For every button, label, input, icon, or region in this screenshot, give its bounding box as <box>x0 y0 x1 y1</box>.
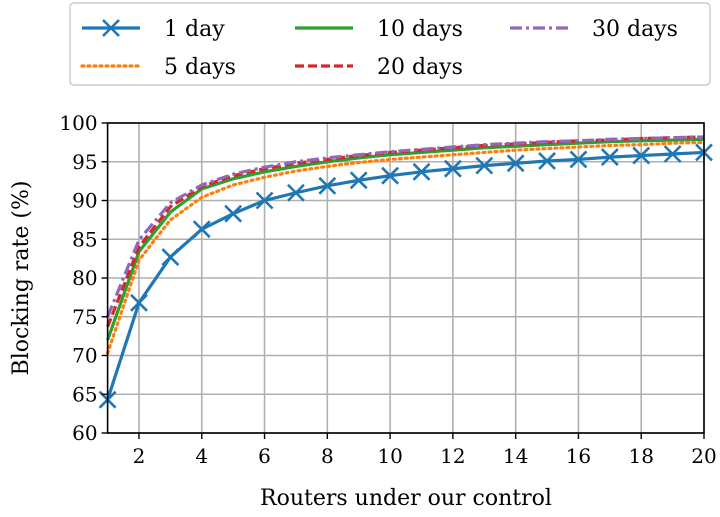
legend-label: 5 days <box>164 55 236 80</box>
y-axis-label: Blocking rate (%) <box>9 181 34 376</box>
y-tick-label: 70 <box>72 344 97 368</box>
data-point-marker <box>287 183 305 202</box>
x-tick-label: 20 <box>691 444 716 468</box>
legend-label: 10 days <box>377 17 463 42</box>
x-tick-label: 6 <box>258 444 271 468</box>
y-tick-label: 60 <box>72 421 97 445</box>
legend-label: 1 day <box>164 17 225 42</box>
series-lines <box>98 135 713 409</box>
data-point-marker <box>412 162 431 181</box>
x-tick-label: 8 <box>321 444 334 468</box>
data-point-marker <box>632 146 651 165</box>
data-point-marker <box>349 171 368 190</box>
ticks: 2 4 6 8 10 12 14 16 18 20 60 65 70 75 80 85 90 95 100 <box>59 111 716 468</box>
data-point-marker <box>663 145 682 163</box>
series-line-5-days <box>105 140 706 355</box>
series-line-30-days <box>106 135 705 318</box>
y-tick-label: 75 <box>72 305 97 329</box>
data-point-marker <box>381 166 400 185</box>
series-line-1-day <box>106 150 705 401</box>
legend-marker <box>102 19 120 37</box>
legend: 1 day 5 days 10 days 20 days 30 days <box>69 2 711 86</box>
data-point-marker <box>443 159 462 178</box>
legend-box <box>69 2 711 86</box>
data-point-marker <box>192 220 211 239</box>
x-tick-label: 14 <box>503 444 528 468</box>
data-point-marker <box>318 176 337 195</box>
y-tick-label: 100 <box>59 111 97 135</box>
y-tick-label: 90 <box>72 189 97 213</box>
data-point-marker <box>224 204 243 223</box>
x-tick-label: 4 <box>195 444 208 468</box>
data-point-marker <box>600 148 619 167</box>
y-tick-label: 85 <box>72 227 97 251</box>
data-point-marker <box>506 154 525 173</box>
data-point-marker <box>538 152 556 170</box>
x-tick-label: 12 <box>440 444 465 468</box>
x-tick-label: 16 <box>566 444 591 468</box>
grid <box>107 122 705 434</box>
y-tick-label: 80 <box>72 266 97 290</box>
legend-label: 20 days <box>377 55 463 80</box>
x-tick-label: 18 <box>628 444 653 468</box>
legend-label: 30 days <box>592 17 678 42</box>
x-axis-label: Routers under our control <box>260 486 552 511</box>
y-tick-label: 95 <box>72 150 97 174</box>
data-point-marker <box>255 191 274 210</box>
data-point-marker <box>475 156 494 175</box>
x-tick-label: 2 <box>133 444 146 468</box>
data-point-marker <box>161 248 180 266</box>
data-point-marker <box>569 150 588 169</box>
series-line-10-days <box>106 137 705 341</box>
data-point-marker <box>130 293 148 312</box>
x-tick-label: 10 <box>377 444 402 468</box>
y-tick-label: 65 <box>72 382 97 406</box>
